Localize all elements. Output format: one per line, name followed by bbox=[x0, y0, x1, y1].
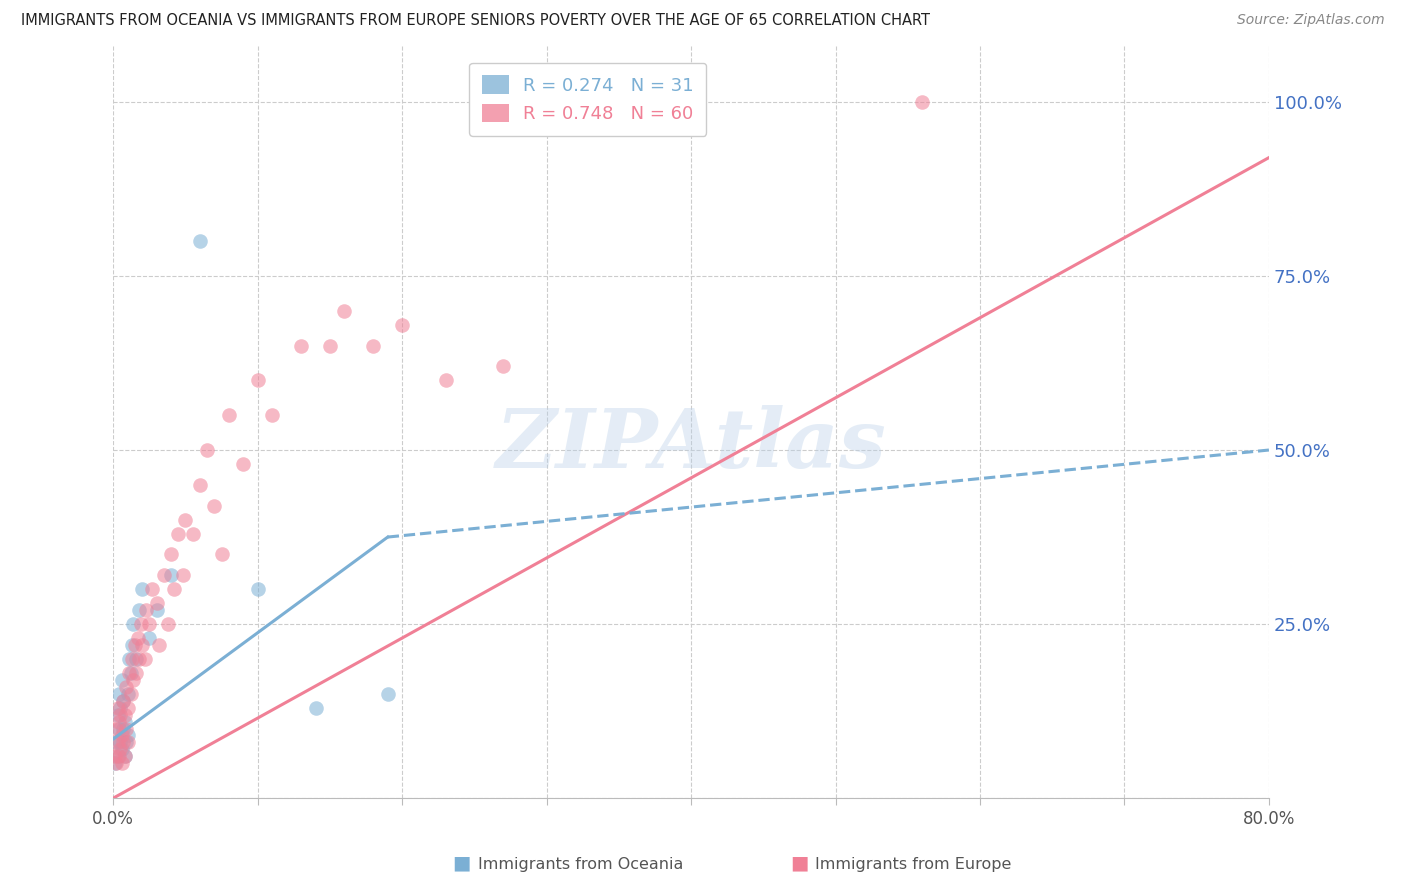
Point bbox=[117, 700, 139, 714]
Point bbox=[110, 700, 132, 714]
Point bbox=[492, 359, 515, 374]
Point bbox=[112, 693, 135, 707]
Point bbox=[148, 638, 170, 652]
Point bbox=[911, 95, 934, 109]
Point bbox=[141, 582, 163, 597]
Point bbox=[157, 617, 180, 632]
Point bbox=[108, 714, 131, 729]
Point bbox=[112, 693, 135, 707]
Text: ■: ■ bbox=[453, 854, 471, 872]
Point bbox=[114, 749, 136, 764]
Point bbox=[111, 756, 134, 771]
Point bbox=[107, 749, 129, 764]
Point bbox=[218, 408, 240, 422]
Point bbox=[129, 617, 152, 632]
Point bbox=[120, 665, 142, 680]
Point bbox=[195, 443, 218, 458]
Point bbox=[333, 303, 356, 318]
Text: ■: ■ bbox=[790, 854, 808, 872]
Point bbox=[125, 665, 148, 680]
Point bbox=[110, 742, 132, 756]
Point bbox=[112, 735, 135, 749]
Text: IMMIGRANTS FROM OCEANIA VS IMMIGRANTS FROM EUROPE SENIORS POVERTY OVER THE AGE O: IMMIGRANTS FROM OCEANIA VS IMMIGRANTS FR… bbox=[21, 13, 931, 29]
Point bbox=[127, 631, 149, 645]
Point bbox=[108, 687, 131, 701]
Point bbox=[108, 749, 131, 764]
Point bbox=[181, 526, 204, 541]
Point bbox=[124, 638, 146, 652]
Point bbox=[115, 722, 138, 736]
Point bbox=[128, 652, 150, 666]
Point bbox=[232, 457, 254, 471]
Point bbox=[188, 478, 211, 492]
Point bbox=[104, 756, 127, 771]
Point bbox=[160, 568, 183, 582]
Point bbox=[122, 617, 145, 632]
Point bbox=[202, 499, 225, 513]
Point bbox=[114, 749, 136, 764]
Point bbox=[121, 652, 143, 666]
Point bbox=[163, 582, 186, 597]
Point bbox=[118, 652, 141, 666]
Point bbox=[121, 638, 143, 652]
Point bbox=[188, 234, 211, 248]
Point bbox=[160, 548, 183, 562]
Point bbox=[118, 665, 141, 680]
Text: Source: ZipAtlas.com: Source: ZipAtlas.com bbox=[1237, 13, 1385, 28]
Point bbox=[174, 513, 197, 527]
Point bbox=[117, 729, 139, 743]
Point bbox=[114, 707, 136, 722]
Point bbox=[135, 603, 157, 617]
Point bbox=[114, 714, 136, 729]
Point bbox=[172, 568, 194, 582]
Point bbox=[111, 729, 134, 743]
Point bbox=[105, 735, 128, 749]
Point bbox=[107, 707, 129, 722]
Point bbox=[153, 568, 176, 582]
Point bbox=[131, 638, 153, 652]
Point bbox=[112, 722, 135, 736]
Point bbox=[262, 408, 284, 422]
Point bbox=[115, 735, 138, 749]
Point bbox=[111, 742, 134, 756]
Point bbox=[304, 700, 326, 714]
Point bbox=[246, 582, 269, 597]
Point bbox=[319, 338, 342, 352]
Point bbox=[117, 735, 139, 749]
Point bbox=[117, 687, 139, 701]
Text: ZIPAtlas: ZIPAtlas bbox=[496, 405, 887, 484]
Point bbox=[145, 603, 167, 617]
Point bbox=[246, 373, 269, 387]
Point bbox=[138, 631, 160, 645]
Point bbox=[361, 338, 384, 352]
Point bbox=[128, 603, 150, 617]
Legend: R = 0.274   N = 31, R = 0.748   N = 60: R = 0.274 N = 31, R = 0.748 N = 60 bbox=[470, 62, 706, 136]
Point bbox=[105, 756, 128, 771]
Point bbox=[290, 338, 312, 352]
Point bbox=[120, 687, 142, 701]
Point bbox=[434, 373, 457, 387]
Point bbox=[211, 548, 233, 562]
Point bbox=[111, 673, 134, 687]
Point bbox=[107, 735, 129, 749]
Point bbox=[104, 749, 127, 764]
Point bbox=[145, 596, 167, 610]
Point bbox=[138, 617, 160, 632]
Point bbox=[637, 95, 659, 109]
Text: Immigrants from Oceania: Immigrants from Oceania bbox=[478, 857, 683, 872]
Point bbox=[391, 318, 413, 332]
Point bbox=[110, 735, 132, 749]
Point bbox=[110, 707, 132, 722]
Point bbox=[115, 680, 138, 694]
Point bbox=[167, 526, 190, 541]
Text: Immigrants from Europe: Immigrants from Europe bbox=[815, 857, 1012, 872]
Point bbox=[131, 582, 153, 597]
Point bbox=[107, 700, 129, 714]
Point bbox=[134, 652, 156, 666]
Point bbox=[125, 652, 148, 666]
Point bbox=[377, 687, 399, 701]
Point bbox=[108, 722, 131, 736]
Point bbox=[105, 722, 128, 736]
Point bbox=[122, 673, 145, 687]
